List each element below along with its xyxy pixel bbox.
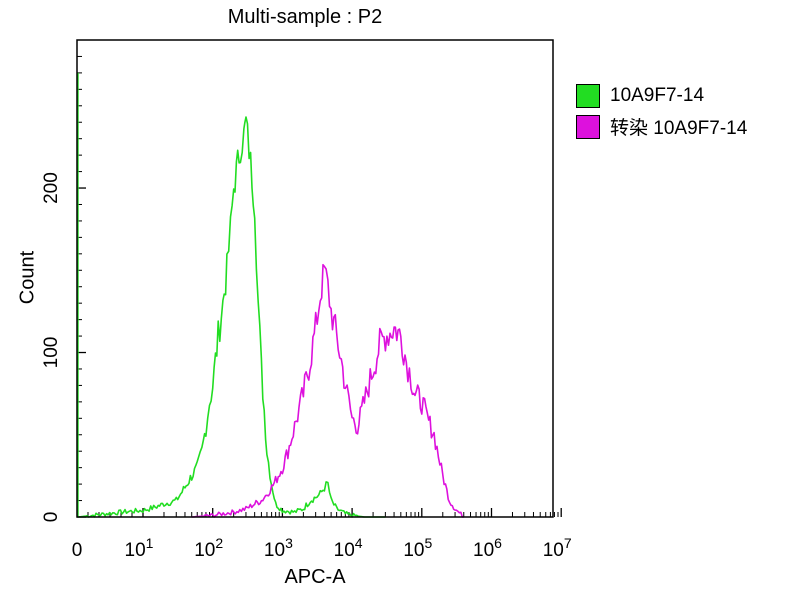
y-tick-label: 100: [41, 337, 62, 369]
legend-item-control: 10A9F7-14: [576, 80, 747, 111]
axis-ticks: [77, 55, 562, 518]
chart-title: Multi-sample : P2: [227, 6, 383, 28]
y-tick-label: 0: [41, 512, 62, 523]
series-lines: [77, 72, 464, 518]
legend-label-transfected: 转染 10A9F7-14: [610, 118, 748, 139]
series-line-control: [77, 116, 386, 518]
x-tick-label: 103: [264, 535, 293, 561]
x-tick-label: 0: [72, 540, 83, 561]
legend-swatch-transfected: [576, 114, 600, 139]
legend-label-control: 10A9F7-14: [610, 84, 705, 106]
x-tick-label: 102: [194, 535, 223, 561]
x-axis-label: APC-A: [284, 566, 346, 588]
series-line-transfected: [191, 263, 464, 518]
plot-frame: [76, 39, 554, 518]
y-tick-label: 200: [41, 172, 62, 204]
legend-item-transfected: 转染 10A9F7-14: [576, 111, 747, 142]
legend: 10A9F7-14 转染 10A9F7-14: [576, 80, 747, 142]
x-tick-label: 107: [543, 535, 572, 561]
y-axis-label: Count: [16, 250, 39, 305]
x-tick-label: 104: [334, 535, 363, 561]
legend-swatch-control: [576, 83, 600, 108]
x-tick-label: 106: [473, 535, 502, 561]
x-tick-label: 105: [403, 535, 432, 561]
x-tick-label: 101: [125, 535, 154, 561]
